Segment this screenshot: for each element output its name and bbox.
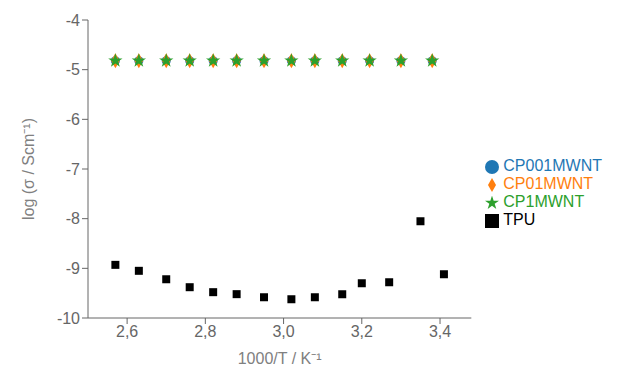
svg-text:1000/T / K⁻¹: 1000/T / K⁻¹: [238, 350, 322, 367]
svg-text:-7: -7: [66, 161, 80, 178]
html-text:CP1MWNT: CP1MWNT: [503, 193, 585, 210]
html-text:CP001MWNT: CP001MWNT: [503, 157, 602, 174]
svg-text:2,6: 2,6: [116, 323, 138, 340]
svg-text:-10: -10: [57, 310, 80, 327]
html-text:TPU: TPU: [503, 211, 536, 228]
svg-text:-5: -5: [66, 61, 80, 78]
svg-text:3,2: 3,2: [351, 323, 373, 340]
svg-text:2,8: 2,8: [194, 323, 216, 340]
svg-text:log (σ / Scm⁻¹): log (σ / Scm⁻¹): [20, 118, 37, 220]
svg-text:-4: -4: [66, 12, 80, 29]
svg-text:-9: -9: [66, 260, 80, 277]
svg-text:3,4: 3,4: [429, 323, 451, 340]
svg-text:-6: -6: [66, 111, 80, 128]
svg-text:3,0: 3,0: [272, 323, 294, 340]
html-text:CP01MWNT: CP01MWNT: [503, 175, 594, 192]
svg-text:-8: -8: [66, 210, 80, 227]
